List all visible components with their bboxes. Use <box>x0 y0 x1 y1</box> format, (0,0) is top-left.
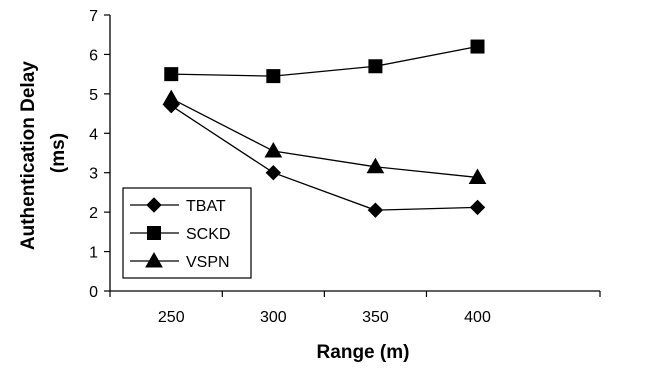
data-point-vspn <box>264 142 283 158</box>
legend-label: TBAT <box>186 198 226 215</box>
data-point-tbat <box>469 199 486 216</box>
series-line-sckd <box>171 45 478 77</box>
y-axis-title-line1: Authentication Delay <box>18 61 39 250</box>
legend-marker-diamond <box>146 197 162 213</box>
legend-marker-triangle <box>145 251 163 268</box>
data-point-vspn <box>162 89 181 106</box>
y-axis-title-line2: (ms) <box>48 133 69 173</box>
y-tick-label: 4 <box>89 126 98 143</box>
legend-marker-square <box>147 226 161 240</box>
axes: 0 1 2 3 4 5 6 7 250 300 350 400 <box>89 8 601 326</box>
series-sckd <box>164 39 485 84</box>
legend-item-vspn: VSPN <box>130 251 230 271</box>
y-tick-label: 1 <box>89 245 98 262</box>
data-point-tbat <box>265 165 282 181</box>
legend-item-tbat: TBAT <box>130 197 226 215</box>
series-vspn <box>162 89 487 184</box>
x-tick-label: 250 <box>158 309 185 326</box>
series-layer <box>162 39 487 218</box>
legend-label: SCKD <box>186 226 230 243</box>
series-line-tbat <box>170 105 478 211</box>
y-tick-label: 5 <box>89 87 98 104</box>
y-tick-label: 7 <box>89 8 98 25</box>
data-point-sckd <box>368 59 383 74</box>
legend-item-sckd: SCKD <box>130 226 230 243</box>
data-point-vspn <box>468 168 487 184</box>
y-axis-title: Authentication Delay (ms) <box>18 56 69 250</box>
data-point-sckd <box>164 67 179 82</box>
data-point-sckd <box>470 39 485 54</box>
legend-label: VSPN <box>186 254 230 271</box>
y-tick-label: 6 <box>89 47 98 64</box>
data-point-tbat <box>367 202 384 218</box>
legend: TBAT SCKD VSPN <box>122 187 252 279</box>
x-tick-label: 350 <box>362 309 389 326</box>
data-point-vspn <box>366 157 385 174</box>
x-axis-title: Range (m) <box>317 342 410 363</box>
series-line-vspn <box>170 98 478 179</box>
data-point-sckd <box>266 69 281 84</box>
x-tick-label: 400 <box>464 309 491 326</box>
y-tick-label: 3 <box>89 166 98 183</box>
x-tick-label: 300 <box>260 309 287 326</box>
y-tick-label: 0 <box>89 284 98 301</box>
y-tick-label: 2 <box>89 205 98 222</box>
